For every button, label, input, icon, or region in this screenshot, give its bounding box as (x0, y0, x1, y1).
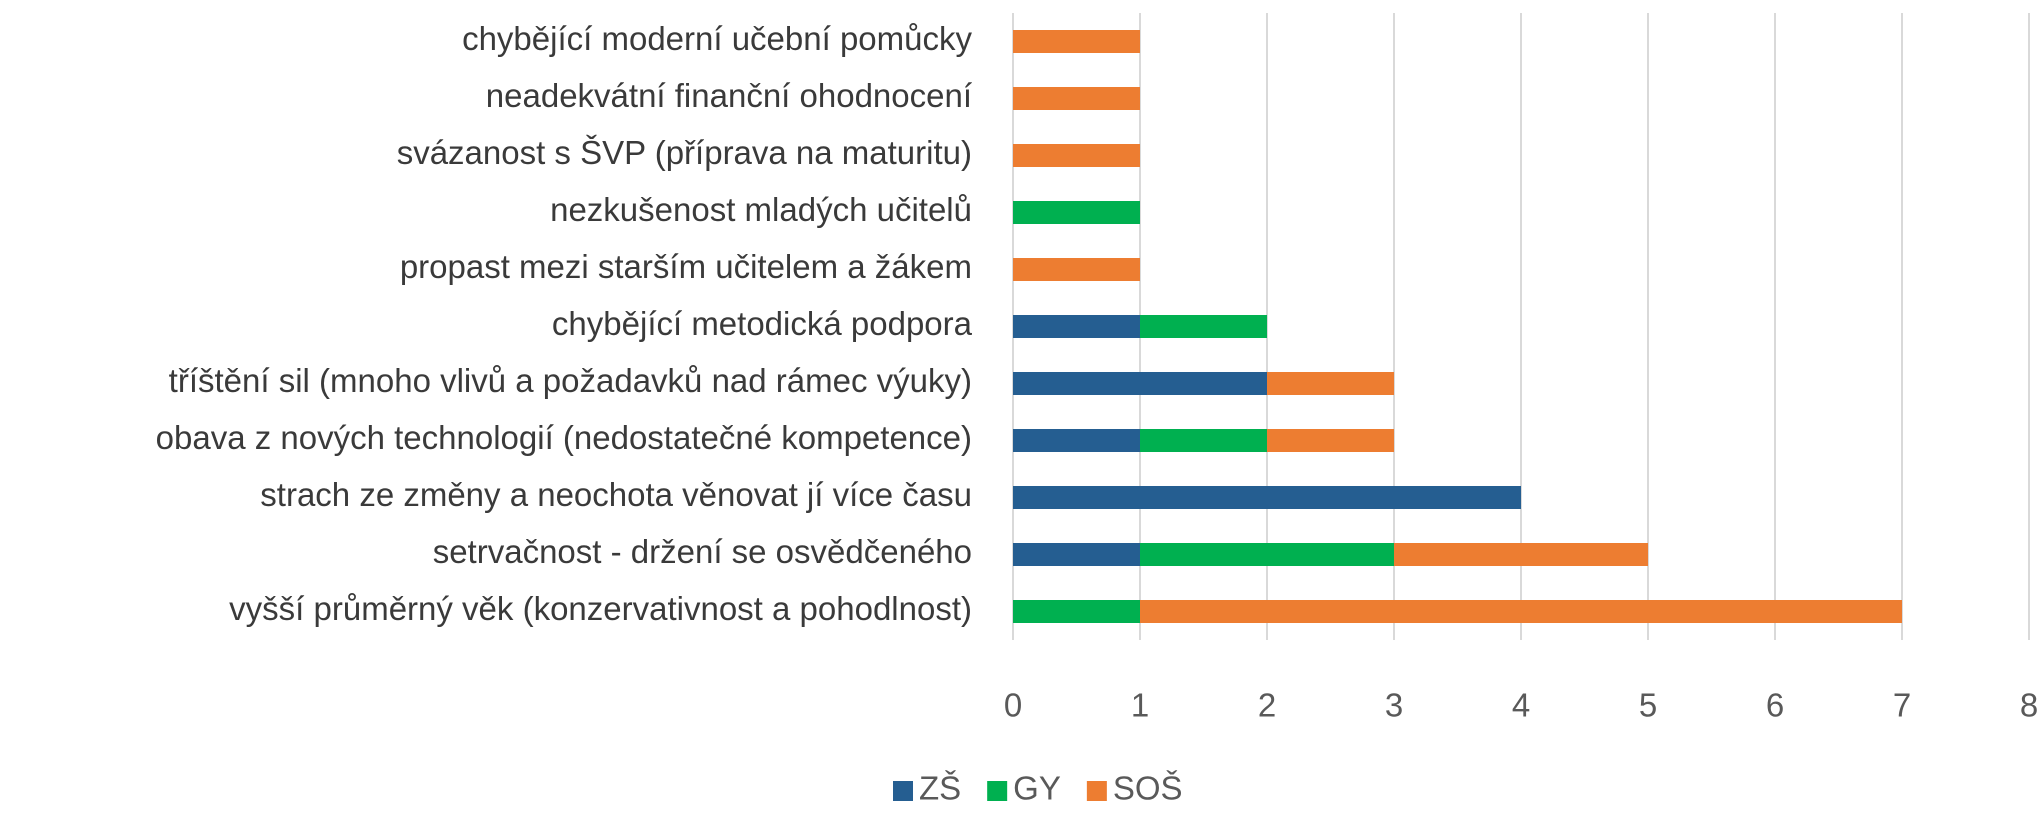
bar-segment (1013, 372, 1267, 395)
legend-label: ZŠ (919, 770, 961, 807)
x-tick-label: 1 (1131, 687, 1149, 724)
bar-segment (1140, 600, 1902, 623)
x-tick-label: 2 (1258, 687, 1276, 724)
x-tick-label: 5 (1639, 687, 1657, 724)
bar-segment (1013, 315, 1140, 338)
y-tick-label: strach ze změny a neochota věnovat jí ví… (260, 476, 972, 513)
bar-segment (1140, 543, 1394, 566)
y-tick-label: obava z nových technologií (nedostatečné… (156, 419, 972, 456)
bar-segment (1394, 543, 1648, 566)
bar-segment (1267, 429, 1394, 452)
y-tick-label: svázanost s ŠVP (příprava na maturitu) (397, 134, 972, 171)
bar-segment (1013, 87, 1140, 110)
x-tick-label: 3 (1385, 687, 1403, 724)
bar-segment (1267, 372, 1394, 395)
x-tick-label: 0 (1004, 687, 1022, 724)
legend-swatch (1086, 781, 1107, 801)
y-tick-label: neadekvátní finanční ohodnocení (486, 77, 972, 114)
bar-segment (1013, 201, 1140, 224)
y-tick-label: setrvačnost - držení se osvědčeného (433, 533, 972, 570)
x-tick-label: 7 (1893, 687, 1911, 724)
bar-segment (1140, 429, 1267, 452)
bar-segment (1013, 30, 1140, 53)
bar-segment (1013, 144, 1140, 167)
bar-segment (1013, 429, 1140, 452)
legend-swatch (987, 781, 1008, 801)
bar-segment (1140, 315, 1267, 338)
bar-segment (1013, 600, 1140, 623)
y-tick-label: chybějící metodická podpora (552, 305, 973, 342)
legend-label: SOŠ (1113, 770, 1183, 807)
x-tick-label: 6 (1766, 687, 1784, 724)
y-tick-label: vyšší průměrný věk (konzervativnost a po… (229, 590, 972, 627)
y-tick-label: tříštění sil (mnoho vlivů a požadavků na… (169, 362, 972, 399)
x-tick-label: 8 (2020, 687, 2038, 724)
bar-segment (1013, 486, 1521, 509)
bar-segment (1013, 258, 1140, 281)
x-tick-label: 4 (1512, 687, 1530, 724)
legend-swatch (893, 781, 913, 801)
bar-segment (1013, 543, 1140, 566)
y-tick-label: chybějící moderní učební pomůcky (462, 20, 972, 57)
y-tick-label: nezkušenost mladých učitelů (550, 191, 972, 228)
legend-label: GY (1013, 770, 1061, 807)
y-tick-label: propast mezi starším učitelem a žákem (400, 248, 972, 285)
